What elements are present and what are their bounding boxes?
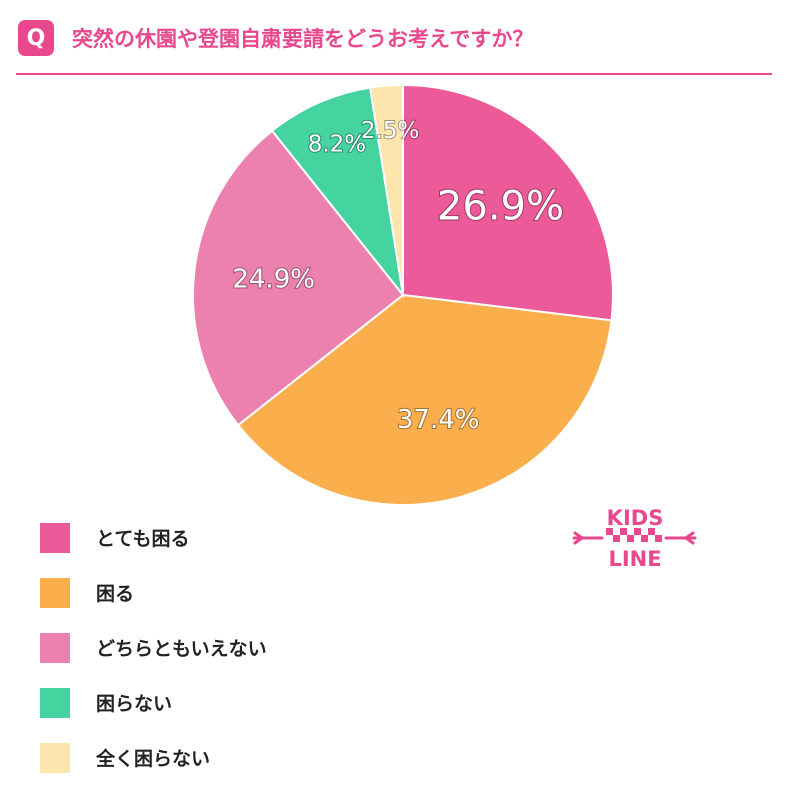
legend-swatch <box>40 687 70 718</box>
slice-troubled <box>236 293 613 506</box>
slice-very-troubled <box>402 83 614 322</box>
slice-not-at-all-troubled <box>368 83 404 296</box>
question-badge: Q <box>18 20 54 56</box>
slice-not-troubled <box>270 86 405 299</box>
slice-not-troubled-label: 8.2% <box>308 132 366 158</box>
legend-swatch <box>40 632 70 663</box>
legend-swatch <box>40 577 70 608</box>
legend-label: 全く困らない <box>96 748 211 770</box>
question-title: 突然の休園や登園自粛要請をどうお考えですか？ <box>72 27 534 51</box>
logo-arm-right <box>664 531 697 545</box>
pie-slices <box>192 83 614 506</box>
legend-label: 困る <box>96 583 135 605</box>
logo-text-bottom: LINE <box>608 547 661 571</box>
slice-very-troubled-label: 26.9% <box>437 184 564 230</box>
kidsline-logo: KIDS LINE <box>572 506 697 571</box>
legend-swatch <box>40 522 70 553</box>
slice-not-at-all-troubled-label: 2.5% <box>361 118 419 144</box>
slice-neutral <box>192 129 405 427</box>
legend-label: とても困る <box>96 528 190 550</box>
legend-item-not-at-all-troubled: 全く困らない <box>40 730 267 785</box>
logo-checker <box>606 528 662 542</box>
legend: とても困る 困る どちらともいえない 困らない 全く困らない <box>40 510 267 785</box>
legend-item-very-troubled: とても困る <box>40 510 267 565</box>
logo-arm-left <box>572 531 604 545</box>
pie-labels: 26.9% 37.4% 24.9% 8.2%2.5% <box>231 117 565 436</box>
logo-text-top: KIDS <box>607 506 664 530</box>
legend-label: 困らない <box>96 693 173 715</box>
legend-item-troubled: 困る <box>40 565 267 620</box>
legend-label: どちらともいえない <box>96 638 267 660</box>
slice-neutral-label: 24.9% <box>232 265 315 295</box>
legend-swatch <box>40 742 70 773</box>
header: Q 突然の休園や登園自粛要請をどうお考えですか？ <box>16 14 776 64</box>
header-divider <box>16 73 772 75</box>
slice-troubled-label: 37.4% <box>397 405 480 435</box>
legend-item-neutral: どちらともいえない <box>40 620 267 675</box>
legend-item-not-troubled: 困らない <box>40 675 267 730</box>
